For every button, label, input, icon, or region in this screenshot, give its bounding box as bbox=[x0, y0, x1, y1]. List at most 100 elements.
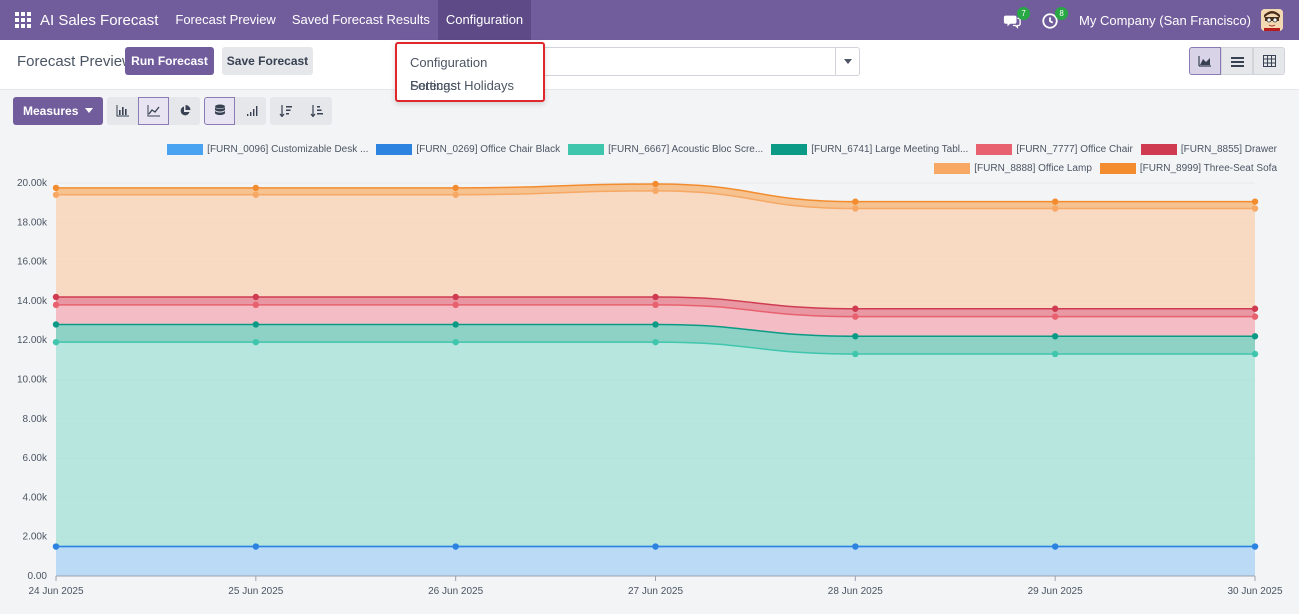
configuration-dropdown: Configuration Settings Forecast Holidays bbox=[395, 42, 545, 102]
y-tick-label: 4.00k bbox=[23, 492, 48, 503]
data-point bbox=[252, 301, 260, 309]
cumulative-button[interactable] bbox=[235, 96, 267, 125]
data-point bbox=[1051, 350, 1059, 358]
data-point bbox=[52, 293, 60, 301]
data-point bbox=[52, 543, 60, 550]
data-point bbox=[452, 191, 459, 198]
measures-label: Measures bbox=[23, 103, 79, 118]
save-forecast-button[interactable]: Save Forecast bbox=[222, 47, 313, 75]
legend-label: [FURN_0096] Customizable Desk ... bbox=[207, 144, 369, 155]
legend-item[interactable]: [FURN_8888] Office Lamp bbox=[934, 163, 1092, 174]
x-tick-label: 27 Jun 2025 bbox=[628, 586, 683, 597]
nav-saved-forecast-results[interactable]: Saved Forecast Results bbox=[291, 12, 430, 27]
x-tick-label: 25 Jun 2025 bbox=[228, 586, 283, 597]
data-point bbox=[1251, 305, 1259, 312]
data-point bbox=[852, 198, 859, 205]
legend-item[interactable]: [FURN_8999] Three-Seat Sofa bbox=[1099, 163, 1277, 174]
data-point bbox=[852, 305, 859, 312]
data-point bbox=[652, 338, 659, 346]
menu-item-forecast-holidays[interactable]: Forecast Holidays bbox=[410, 78, 515, 93]
nav-forecast-preview[interactable]: Forecast Preview bbox=[175, 12, 276, 27]
y-tick-label: 6.00k bbox=[23, 453, 48, 464]
stacked-button[interactable] bbox=[204, 96, 236, 125]
data-point bbox=[1251, 313, 1259, 320]
forecast-chart: 0.00 2.00k 4.00k 6.00k 8.00k 10.00k 12.00k 14.0… bbox=[0, 133, 1299, 614]
legend-item[interactable]: [FURN_0269] Office Chair Black bbox=[376, 144, 560, 155]
data-point bbox=[1251, 205, 1259, 212]
legend-item[interactable]: [FURN_6667] Acoustic Bloc Scre... bbox=[568, 144, 763, 155]
legend-label: [FURN_0269] Office Chair Black bbox=[416, 144, 561, 155]
view-switcher bbox=[1189, 47, 1285, 75]
apps-menu-icon[interactable] bbox=[15, 12, 31, 28]
legend-label: [FURN_8999] Three-Seat Sofa bbox=[1139, 163, 1277, 174]
cumulative-icon bbox=[246, 105, 258, 116]
data-point bbox=[1051, 198, 1059, 205]
page-title: Forecast Preview bbox=[17, 53, 133, 70]
data-point bbox=[852, 350, 859, 358]
data-point bbox=[652, 321, 659, 328]
data-point bbox=[1251, 350, 1259, 358]
search-options-toggle[interactable] bbox=[835, 48, 859, 75]
series-area bbox=[56, 546, 1255, 576]
messages-button[interactable]: 7 bbox=[1003, 7, 1031, 30]
sort-ascending-button[interactable] bbox=[301, 96, 333, 125]
data-point bbox=[1051, 305, 1059, 312]
legend-swatch bbox=[934, 163, 971, 174]
y-tick-label: 16.00k bbox=[17, 257, 48, 268]
line-chart-icon bbox=[147, 104, 160, 116]
data-point bbox=[1251, 543, 1259, 550]
y-tick-label: 2.00k bbox=[23, 532, 48, 543]
data-point bbox=[1051, 313, 1059, 320]
legend-swatch bbox=[771, 144, 808, 155]
pie-chart-icon bbox=[180, 104, 191, 115]
data-point bbox=[452, 301, 459, 309]
bar-chart-icon bbox=[116, 104, 129, 116]
search-input[interactable] bbox=[540, 47, 860, 76]
y-tick-label: 12.00k bbox=[17, 335, 48, 346]
app-brand[interactable]: AI Sales Forecast bbox=[40, 11, 159, 29]
legend-item[interactable]: [FURN_6741] Large Meeting Tabl... bbox=[771, 144, 968, 155]
company-switcher[interactable]: My Company (San Francisco) bbox=[1079, 12, 1251, 28]
data-point bbox=[1051, 543, 1059, 550]
bar-chart-button[interactable] bbox=[107, 96, 139, 125]
data-point bbox=[452, 293, 459, 301]
legend-label: [FURN_8855] Drawer bbox=[1180, 144, 1277, 155]
sort-descending-button[interactable] bbox=[270, 96, 302, 125]
legend-item[interactable]: [FURN_0096] Customizable Desk ... bbox=[167, 144, 368, 155]
series-area bbox=[56, 190, 1255, 309]
data-point bbox=[852, 543, 859, 550]
data-point bbox=[252, 184, 260, 192]
pie-chart-button[interactable] bbox=[169, 96, 201, 125]
data-point bbox=[52, 191, 60, 198]
line-chart-button[interactable] bbox=[138, 96, 170, 125]
legend-swatch bbox=[976, 144, 1013, 155]
graph-view-button[interactable] bbox=[1189, 47, 1221, 75]
graph-toolbar: Measures bbox=[13, 96, 336, 125]
legend-swatch bbox=[568, 144, 605, 155]
nav-configuration[interactable]: Configuration bbox=[437, 0, 532, 40]
legend-item[interactable]: [FURN_7777] Office Chair bbox=[976, 144, 1133, 155]
run-forecast-button[interactable]: Run Forecast bbox=[125, 47, 214, 75]
list-view-button[interactable] bbox=[1221, 47, 1253, 75]
top-navbar: AI Sales Forecast Forecast Preview Saved… bbox=[0, 0, 1299, 40]
list-icon bbox=[1230, 56, 1244, 67]
data-point bbox=[1251, 333, 1259, 340]
y-tick-label: 10.00k bbox=[17, 375, 48, 386]
chart-canvas: 0.00 2.00k 4.00k 6.00k 8.00k 10.00k 12.00k 14.0… bbox=[17, 178, 1283, 597]
x-tick-label: 28 Jun 2025 bbox=[828, 586, 883, 597]
data-point bbox=[452, 184, 459, 192]
menu-item-configuration-settings[interactable]: Configuration Settings bbox=[410, 55, 488, 93]
control-panel: Forecast Preview Run Forecast Save Forec… bbox=[0, 40, 1299, 90]
data-point bbox=[52, 321, 60, 328]
data-point bbox=[852, 205, 859, 212]
pivot-view-button[interactable] bbox=[1253, 47, 1285, 75]
sort-descending-icon bbox=[279, 104, 292, 117]
activities-button[interactable]: 8 bbox=[1041, 7, 1069, 30]
y-tick-label: 14.00k bbox=[17, 296, 48, 307]
data-point bbox=[252, 321, 260, 328]
data-point bbox=[452, 338, 459, 346]
user-avatar[interactable] bbox=[1261, 9, 1283, 31]
legend-label: [FURN_6741] Large Meeting Tabl... bbox=[811, 144, 969, 155]
legend-item[interactable]: [FURN_8855] Drawer bbox=[1140, 144, 1277, 155]
measures-button[interactable]: Measures bbox=[13, 96, 104, 125]
